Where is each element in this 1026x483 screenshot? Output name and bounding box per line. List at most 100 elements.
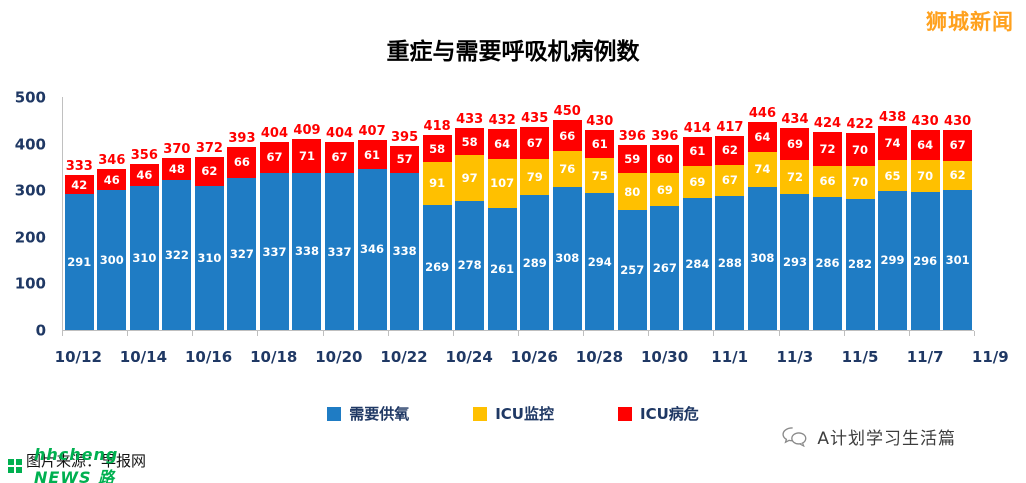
bar-total-label: 370 [163,141,191,157]
bar: 356 46 310 [129,149,159,330]
x-axis-label: 10/20 [315,348,363,366]
bar-segment-value: 338 [294,244,319,259]
bar-segment-oxygen: 282 [845,198,875,330]
bar-segment-icu-monitor: 91 [422,162,452,205]
bar: 395 57 338 [390,131,420,330]
bar-segment-icu-critical: 61 [585,129,615,158]
bar-segment-icu-critical: 61 [682,137,712,166]
bar-segment-oxygen: 257 [617,210,647,330]
bar: 433 58 97 278 [455,113,485,330]
x-axis-tick [908,331,910,336]
bar-total-label: 446 [748,106,776,122]
bar-total-label: 409 [293,123,321,139]
bar-segment-value: 322 [164,247,189,262]
bar-segment-oxygen: 291 [64,194,94,330]
bar-segment-oxygen: 294 [585,193,615,330]
bar-total-label: 432 [488,112,516,128]
bar: 370 48 322 [162,143,192,330]
x-axis-label: 10/18 [250,348,298,366]
bar-segment-oxygen: 327 [227,177,257,330]
bar-segment-value: 294 [587,254,612,269]
bar-total-label: 396 [618,129,646,145]
bar-segment-oxygen: 310 [194,185,224,330]
bar-segment-value: 69 [786,136,803,151]
y-axis-label: 300 [14,181,46,200]
x-axis-tick [192,331,194,336]
bar-segment-oxygen: 296 [910,192,940,330]
bar: 424 72 66 286 [812,117,842,330]
bar-segment-value: 67 [266,150,283,165]
bar-segment-icu-monitor: 65 [878,160,908,191]
bar-segment-icu-critical: 62 [194,156,224,186]
bar-segment-value: 64 [494,136,511,151]
legend-item-icu-critical: ICU病危 [618,403,699,424]
bar-segment-value: 67 [526,135,543,150]
bar-total-label: 396 [651,129,679,145]
bar-total-label: 435 [521,111,549,127]
bar-total-label: 450 [553,104,581,120]
account-name: A计划学习生活篇 [817,429,956,449]
bar-segment-value: 64 [754,130,771,145]
bar-segment-icu-critical: 69 [780,127,810,160]
x-axis-label: 10/16 [184,348,233,366]
bar-segment-oxygen: 310 [129,185,159,330]
bar-segment-value: 267 [652,260,677,275]
bar: 417 62 67 288 [715,121,745,330]
bar-segment-value: 327 [229,246,254,261]
bar-segment-value: 67 [949,138,966,153]
bar-segment-icu-critical: 46 [129,164,159,186]
bar-segment-value: 57 [396,152,413,167]
bar-segment-value: 69 [656,182,673,197]
x-axis-tick [387,331,389,336]
bar-segment-value: 282 [848,257,873,272]
bar-segment-oxygen: 346 [357,168,387,330]
bar-segment-oxygen: 338 [292,172,322,330]
bar-segment-value: 289 [522,255,547,270]
bar: 450 66 76 308 [552,105,582,330]
x-axis-tick [127,331,129,336]
bar-segment-value: 70 [852,142,869,157]
bar-segment-icu-monitor: 66 [812,165,842,197]
bar-segment-value: 296 [913,254,938,269]
x-axis-label: 10/26 [510,348,558,366]
bar-segment-icu-critical: 61 [357,140,387,169]
bar-segment-value: 286 [815,256,840,271]
bar-total-label: 424 [813,116,842,132]
bar-segment-value: 284 [685,256,710,271]
x-axis-label: 10/12 [54,348,102,366]
bar-segment-value: 46 [103,172,120,187]
bar-segment-icu-monitor: 76 [552,151,582,187]
bar-total-label: 346 [98,152,126,168]
bar-segment-value: 67 [331,150,348,165]
legend: 需要供氧 ICU监控 ICU病危 [0,403,1026,424]
y-axis-label: 100 [14,274,46,293]
bar-segment-icu-critical: 60 [650,145,680,174]
bar-segment-icu-critical: 64 [910,129,940,160]
bar-segment-value: 291 [67,255,92,270]
bar-segment-value: 61 [689,144,706,159]
bar: 430 61 75 294 [585,115,615,330]
bar-segment-oxygen: 289 [520,195,550,330]
bar-segment-value: 79 [526,169,543,184]
bar-segment-icu-monitor: 70 [910,159,940,193]
x-axis-tick [648,331,650,336]
bar-total-label: 395 [391,129,419,145]
bar-segment-value: 66 [233,155,250,170]
x-axis-label: 11/7 [906,348,944,366]
bar: 418 58 91 269 [422,120,452,330]
bar-segment-value: 310 [197,250,222,265]
bar-segment-icu-monitor: 67 [715,164,745,196]
bar: 422 70 70 282 [845,118,875,330]
bar-segment-icu-critical: 66 [552,120,582,152]
bar-segment-icu-critical: 57 [390,145,420,173]
bar-segment-value: 46 [136,167,153,182]
bar-segment-value: 70 [917,168,934,183]
bar-segment-value: 308 [750,251,775,266]
bar-segment-icu-critical: 67 [259,141,289,173]
bar: 438 74 65 299 [878,111,908,330]
bar-segment-value: 58 [429,141,446,156]
bar-segment-value: 75 [591,168,608,183]
bar-segment-value: 65 [884,168,901,183]
bar-total-label: 422 [846,117,874,133]
bar-segment-oxygen: 308 [552,186,582,330]
